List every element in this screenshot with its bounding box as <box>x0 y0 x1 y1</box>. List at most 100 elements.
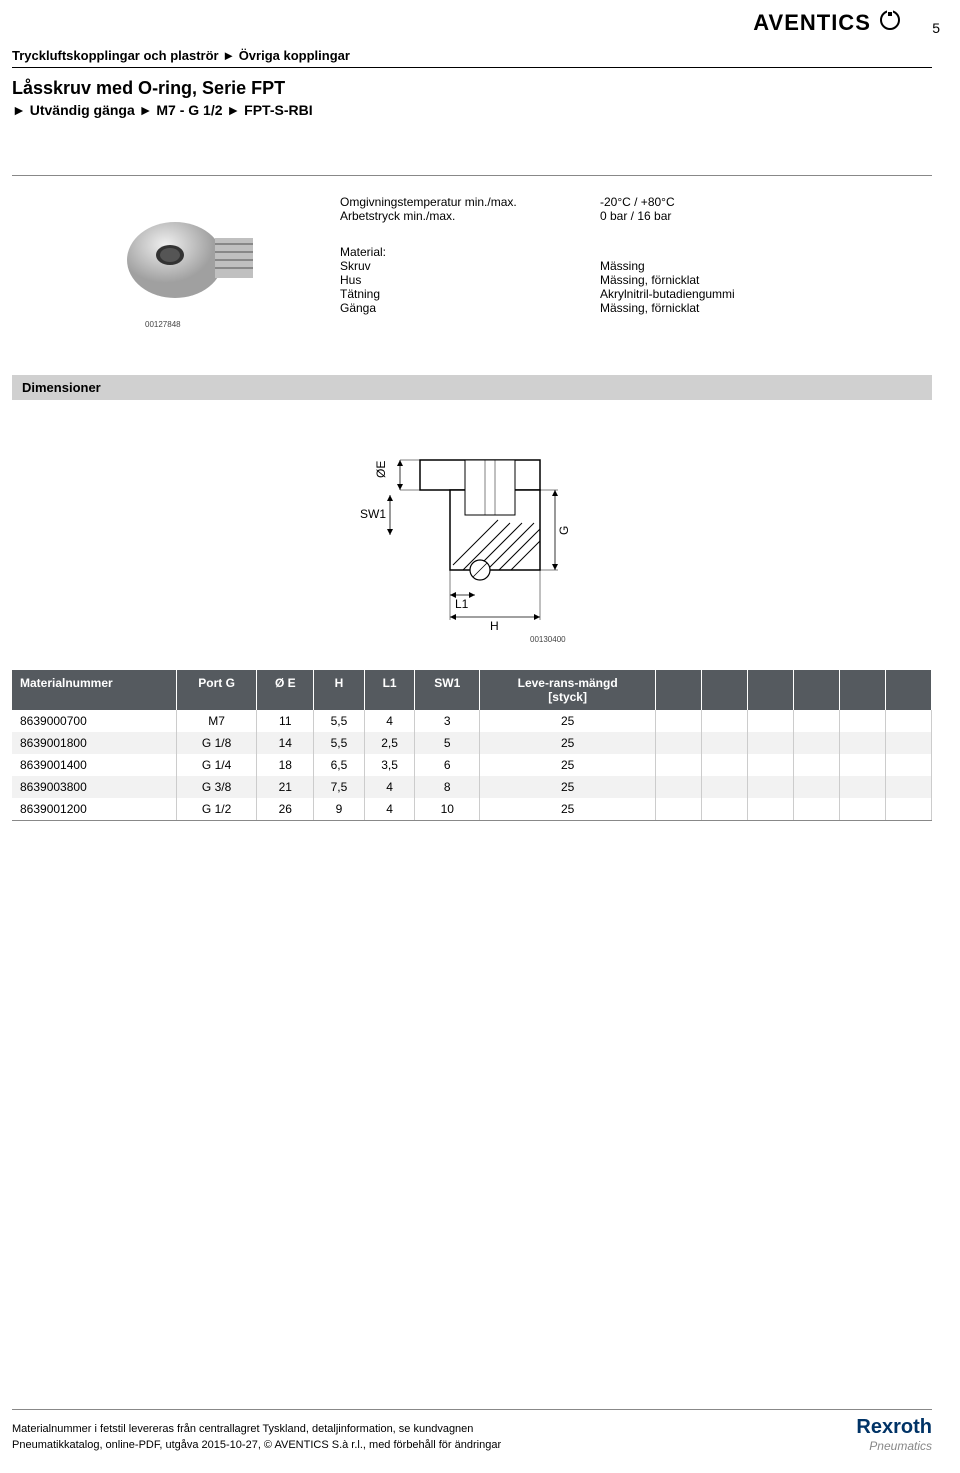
label-sw1: SW1 <box>360 507 386 521</box>
table-cell-empty <box>886 798 932 821</box>
page-subtitle: ► Utvändig gänga ► M7 - G 1/2 ► FPT-S-RB… <box>12 102 313 118</box>
table-cell-empty <box>886 732 932 754</box>
table-cell-empty <box>656 710 702 732</box>
table-cell: 3 <box>415 710 480 732</box>
label-l1: L1 <box>455 597 469 611</box>
table-header-cell: Leve-rans-mängd [styck] <box>480 670 656 710</box>
material-label: Skruv <box>340 259 600 273</box>
table-cell-empty <box>702 776 748 798</box>
material-value: Akrylnitril-butadiengummi <box>600 287 735 301</box>
material-value: Mässing, förnicklat <box>600 301 699 315</box>
table-cell-empty <box>794 710 840 732</box>
page-title: Låsskruv med O-ring, Serie FPT <box>12 78 285 99</box>
table-cell: 8639001200 <box>12 798 176 821</box>
material-label: Gänga <box>340 301 600 315</box>
table-cell-empty <box>794 754 840 776</box>
dimensions-header: Dimensioner <box>12 375 932 400</box>
spec-value: -20°C / +80°C <box>600 195 675 209</box>
material-row: Hus Mässing, förnicklat <box>340 273 735 287</box>
table-cell: 21 <box>257 776 314 798</box>
table-row: 8639001200G 1/226941025 <box>12 798 932 821</box>
table-cell-empty <box>840 798 886 821</box>
footer-line1: Materialnummer i fetstil levereras från … <box>12 1422 501 1437</box>
table-cell: 25 <box>480 732 656 754</box>
table-cell: 5,5 <box>314 710 365 732</box>
table-cell-empty <box>794 732 840 754</box>
footer-text: Materialnummer i fetstil levereras från … <box>12 1422 501 1453</box>
label-h: H <box>490 619 499 633</box>
material-label: Tätning <box>340 287 600 301</box>
spec-row: Arbetstryck min./max. 0 bar / 16 bar <box>340 209 675 223</box>
table-cell: 25 <box>480 798 656 821</box>
table-cell: 8639001800 <box>12 732 176 754</box>
divider <box>12 175 932 176</box>
table-header-cell: Materialnummer <box>12 670 176 710</box>
material-row: Tätning Akrylnitril-butadiengummi <box>340 287 735 301</box>
table-row: 8639001400G 1/4186,53,5625 <box>12 754 932 776</box>
material-row: Skruv Mässing <box>340 259 735 273</box>
table-header-cell: H <box>314 670 365 710</box>
breadcrumb: Tryckluftskopplingar och plaströr ► Övri… <box>12 48 932 68</box>
table-cell-empty <box>794 798 840 821</box>
table-cell-empty <box>748 798 794 821</box>
table-header-cell: Ø E <box>257 670 314 710</box>
table-header-empty <box>656 670 702 710</box>
diagram-id: 00130400 <box>530 635 566 644</box>
table-cell-empty <box>748 710 794 732</box>
table-header-cell: L1 <box>364 670 415 710</box>
material-heading: Material: <box>340 245 735 259</box>
table-cell-empty <box>840 710 886 732</box>
table-cell: G 1/8 <box>176 732 257 754</box>
technical-drawing: ØE SW1 G L1 H <box>330 420 630 640</box>
material-label: Hus <box>340 273 600 287</box>
table-cell-empty <box>656 754 702 776</box>
table-header-row: MaterialnummerPort GØ EHL1SW1Leve-rans-m… <box>12 670 932 710</box>
table-cell: M7 <box>176 710 257 732</box>
material-value: Mässing <box>600 259 645 273</box>
table-cell-empty <box>656 798 702 821</box>
spec-label: Omgivningstemperatur min./max. <box>340 195 600 209</box>
table-cell-empty <box>656 732 702 754</box>
table-cell: 11 <box>257 710 314 732</box>
table-cell-empty <box>886 776 932 798</box>
table-cell: 9 <box>314 798 365 821</box>
table-cell-empty <box>886 710 932 732</box>
material-value: Mässing, förnicklat <box>600 273 699 287</box>
table-cell: 26 <box>257 798 314 821</box>
table-cell: 25 <box>480 710 656 732</box>
brand-icon <box>880 10 900 30</box>
table-header-empty <box>748 670 794 710</box>
page-number: 5 <box>932 20 940 36</box>
table-cell: 7,5 <box>314 776 365 798</box>
table-header-cell: SW1 <box>415 670 480 710</box>
footer-line2: Pneumatikkatalog, online-PDF, utgåva 201… <box>12 1438 501 1453</box>
table-header-empty <box>886 670 932 710</box>
table-cell-empty <box>840 754 886 776</box>
table-cell-empty <box>702 710 748 732</box>
table-cell: 8 <box>415 776 480 798</box>
page-footer: Materialnummer i fetstil levereras från … <box>12 1409 932 1453</box>
table-cell: G 3/8 <box>176 776 257 798</box>
table-cell-empty <box>748 776 794 798</box>
table-cell: G 1/2 <box>176 798 257 821</box>
table-cell: 14 <box>257 732 314 754</box>
table-cell: 4 <box>364 710 415 732</box>
table-cell: G 1/4 <box>176 754 257 776</box>
spec-row: Omgivningstemperatur min./max. -20°C / +… <box>340 195 675 209</box>
pneumatics-text: Pneumatics <box>856 1439 932 1453</box>
table-cell: 25 <box>480 754 656 776</box>
table-cell: 5,5 <box>314 732 365 754</box>
table-cell-empty <box>702 798 748 821</box>
table-cell: 18 <box>257 754 314 776</box>
product-image <box>120 200 270 310</box>
rexroth-logo: Rexroth <box>856 1416 932 1439</box>
table-cell: 10 <box>415 798 480 821</box>
table-cell-empty <box>886 754 932 776</box>
table-cell-empty <box>702 754 748 776</box>
brand-logo-bottom: Rexroth Pneumatics <box>856 1416 932 1453</box>
material-block: Material: Skruv Mässing Hus Mässing, för… <box>340 245 735 315</box>
table-cell: 6 <box>415 754 480 776</box>
table-header-empty <box>840 670 886 710</box>
brand-name: AVENTICS <box>753 10 871 35</box>
table-header-cell: Port G <box>176 670 257 710</box>
